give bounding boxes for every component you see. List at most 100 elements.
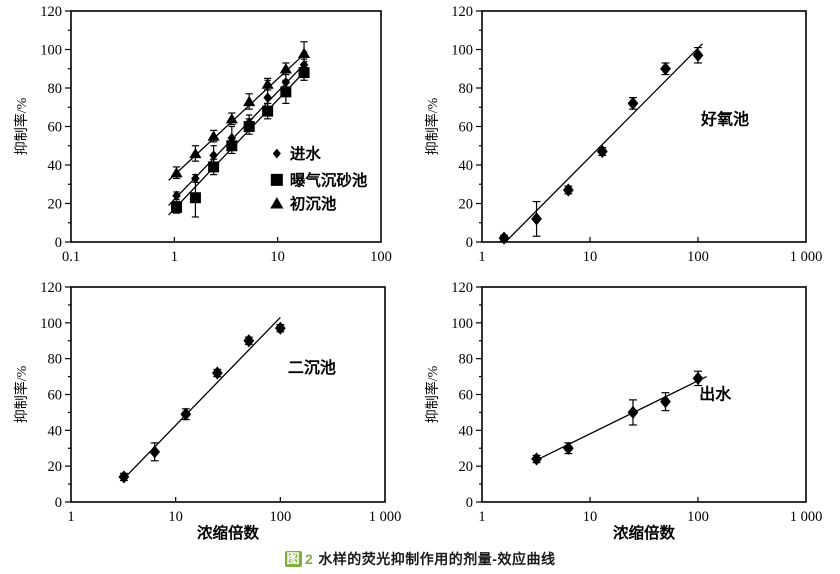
diamond-marker	[627, 405, 639, 420]
series-0-aerobic-tank	[498, 43, 704, 245]
y-axis-label: 抑制率/%	[13, 97, 30, 155]
diamond-marker	[118, 470, 130, 484]
y-tick-label: 80	[459, 352, 474, 368]
x-tick-label: 1	[67, 509, 74, 525]
x-tick-label: 10	[270, 249, 285, 265]
y-tick-label: 20	[459, 459, 474, 475]
y-tick-label: 0	[55, 235, 62, 251]
series-0-influent-aerated-primary	[168, 58, 309, 206]
diamond-marker	[209, 150, 218, 161]
x-tick-label: 100	[269, 509, 291, 525]
y-tick-label: 20	[459, 197, 474, 213]
y-tick-label: 40	[459, 158, 474, 174]
y-axis-label: 抑制率/%	[424, 97, 441, 155]
diamond-marker	[692, 371, 704, 385]
triangle-marker	[170, 166, 183, 178]
y-tick-label: 120	[451, 280, 473, 296]
y-tick-label: 100	[40, 43, 62, 59]
triangle-marker	[207, 130, 220, 141]
x-tick-label: 10	[583, 249, 598, 265]
diamond-marker	[627, 96, 639, 110]
figure-caption: 图 2 水样的荧光抑制作用的剂量-效应曲线	[0, 549, 840, 569]
triangle-marker	[225, 113, 238, 124]
square-marker	[270, 173, 283, 186]
y-tick-label: 120	[40, 4, 62, 20]
diamond-marker	[172, 190, 181, 202]
x-tick-label: 100	[370, 249, 392, 265]
series-0-secondary-clarifier	[118, 317, 286, 484]
series-1-influent-aerated-primary	[168, 64, 310, 218]
diamond-marker	[531, 212, 542, 226]
square-marker	[208, 161, 220, 173]
diamond-marker	[498, 231, 510, 245]
y-tick-label: 60	[459, 120, 474, 136]
diamond-marker	[263, 92, 272, 103]
diamond-marker	[596, 144, 608, 159]
diamond-marker	[274, 321, 286, 335]
triangle-marker	[297, 47, 311, 58]
x-tick-label: 10	[168, 509, 183, 525]
x-tick-label: 1 000	[790, 509, 823, 525]
legend-label: 曝气沉砂池	[290, 170, 368, 189]
x-tick-label: 1 000	[790, 249, 823, 265]
x-tick-label: 0.1	[62, 249, 80, 265]
x-axis-label: 浓缩倍数	[613, 523, 676, 542]
x-axis-label: 浓缩倍数	[197, 523, 260, 542]
square-marker	[226, 140, 238, 152]
y-tick-label: 20	[48, 197, 63, 213]
y-tick-label: 60	[48, 388, 63, 404]
diamond-marker	[243, 334, 255, 348]
diamond-marker	[562, 441, 574, 455]
triangle-marker	[243, 95, 256, 107]
y-tick-label: 20	[48, 459, 63, 475]
y-tick-label: 60	[48, 120, 63, 136]
x-tick-label: 100	[687, 249, 709, 265]
diamond-marker	[272, 148, 281, 159]
square-marker	[298, 67, 310, 79]
diamond-marker	[180, 407, 192, 421]
y-tick-label: 100	[451, 316, 473, 332]
square-marker	[189, 192, 201, 204]
triangle-marker	[189, 147, 202, 159]
y-tick-label: 80	[459, 81, 474, 97]
square-marker	[171, 201, 183, 213]
x-tick-label: 10	[583, 509, 598, 525]
square-marker	[280, 86, 292, 98]
y-tick-label: 100	[40, 316, 62, 332]
figure-badge: 图	[284, 551, 303, 567]
y-tick-label: 60	[459, 388, 474, 404]
y-tick-label: 120	[451, 4, 473, 20]
series-0-effluent	[531, 370, 707, 466]
legend-label: 进水	[290, 144, 322, 163]
square-marker	[262, 105, 274, 117]
figure-number: 2	[305, 551, 314, 567]
x-tick-label: 1	[478, 509, 485, 525]
trend-line	[534, 375, 707, 462]
x-tick-label: 100	[687, 509, 709, 525]
y-axis-label: 抑制率/%	[424, 365, 441, 423]
y-axis-label: 抑制率/%	[13, 365, 30, 423]
panel-annotation: 出水	[699, 385, 732, 404]
y-tick-label: 40	[459, 423, 474, 439]
diamond-marker	[660, 62, 671, 76]
diamond-marker	[562, 183, 574, 197]
panel-annotation: 好氧池	[700, 110, 749, 129]
triangle-marker	[279, 63, 292, 74]
trend-line	[505, 43, 703, 243]
trend-line	[123, 317, 281, 480]
square-marker	[243, 121, 255, 132]
legend-label: 初沉池	[290, 194, 337, 213]
diamond-marker	[149, 445, 161, 459]
figure-caption-text: 水样的荧光抑制作用的剂量-效应曲线	[318, 551, 556, 567]
y-tick-label: 80	[48, 81, 63, 97]
y-tick-label: 80	[48, 352, 63, 368]
diamond-marker	[692, 48, 704, 62]
panel-annotation: 二沉池	[288, 358, 336, 377]
y-tick-label: 0	[55, 495, 62, 511]
y-tick-label: 40	[48, 158, 63, 174]
